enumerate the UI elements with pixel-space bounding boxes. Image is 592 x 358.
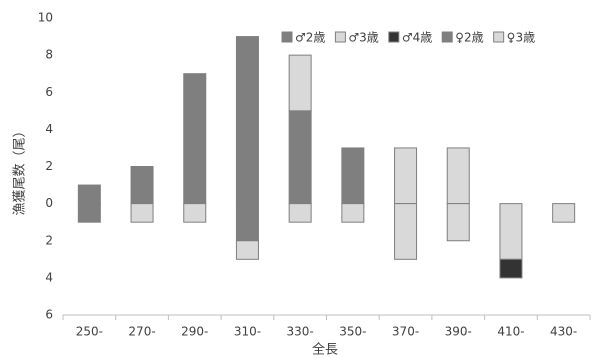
y-tick-label: 6 bbox=[45, 85, 53, 99]
legend-label: ♂2歳 bbox=[295, 31, 325, 45]
bar-segment bbox=[341, 203, 365, 223]
bar-segment bbox=[394, 147, 418, 205]
bar-segment bbox=[235, 36, 259, 205]
bar-segment bbox=[446, 147, 470, 205]
bar-segment bbox=[288, 54, 312, 112]
x-tick-label: 270- bbox=[128, 325, 155, 339]
x-tick-label: 430- bbox=[550, 325, 577, 339]
bar-segment bbox=[235, 203, 259, 242]
bar-segment bbox=[183, 73, 207, 205]
bar-segment bbox=[394, 203, 418, 260]
bar-segment bbox=[552, 203, 576, 223]
y-tick-label: 4 bbox=[45, 122, 53, 136]
x-tick-label: 330- bbox=[287, 325, 314, 339]
y-tick-label: 0 bbox=[45, 196, 53, 210]
legend-label: ♀3歳 bbox=[507, 31, 535, 45]
bar-segment bbox=[288, 203, 312, 223]
bar-segment bbox=[130, 166, 154, 205]
bar-segment bbox=[130, 203, 154, 223]
bar-segment bbox=[288, 110, 312, 205]
y-tick-label: 4 bbox=[45, 270, 53, 284]
bar-segment bbox=[235, 240, 259, 260]
bar-segment bbox=[183, 203, 207, 223]
legend-label: ♂3歳 bbox=[348, 31, 378, 45]
y-tick-label: 6 bbox=[45, 308, 53, 322]
legend-swatch bbox=[493, 31, 505, 43]
legend-swatch bbox=[334, 31, 346, 43]
y-tick-label: 8 bbox=[45, 48, 53, 62]
x-tick-label: 390- bbox=[445, 325, 472, 339]
x-tick-label: 290- bbox=[181, 325, 208, 339]
y-tick-label: 2 bbox=[45, 159, 53, 173]
y-tick-label: 10 bbox=[38, 11, 53, 25]
x-tick-label: 370- bbox=[392, 325, 419, 339]
y-tick-label: 2 bbox=[45, 233, 53, 247]
bar-segment bbox=[77, 203, 101, 223]
bar-segment bbox=[499, 203, 523, 260]
x-tick-label: 410- bbox=[497, 325, 524, 339]
x-axis-title: 全長 bbox=[312, 342, 338, 358]
x-tick-label: 350- bbox=[339, 325, 366, 339]
legend-swatch bbox=[441, 31, 453, 43]
legend-swatch bbox=[388, 31, 400, 43]
y-axis-title: 漁獲尾数（尾） bbox=[13, 124, 28, 215]
bar-segment bbox=[446, 203, 470, 242]
legend-swatch bbox=[281, 31, 293, 43]
bar-segment bbox=[341, 147, 365, 205]
x-tick-label: 250- bbox=[76, 325, 103, 339]
legend-label: ♀2歳 bbox=[455, 31, 483, 45]
bar-segment bbox=[77, 184, 101, 205]
x-tick-label: 310- bbox=[234, 325, 261, 339]
legend-label: ♂4歳 bbox=[402, 31, 432, 45]
bar-segment bbox=[499, 258, 523, 279]
